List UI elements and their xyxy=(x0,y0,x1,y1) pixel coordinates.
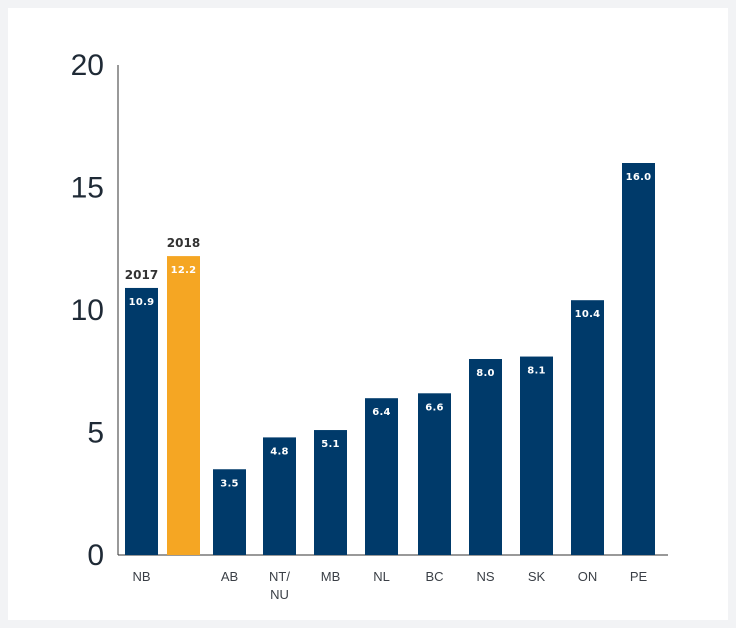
bar-value-label: 12.2 xyxy=(171,265,197,276)
bar xyxy=(418,393,451,555)
y-axis: 0 5 10 15 20 xyxy=(71,49,668,572)
y-tick-label: 5 xyxy=(87,417,104,450)
x-tick-label: ON xyxy=(578,569,598,584)
bar-value-label: 10.9 xyxy=(129,297,155,308)
bar xyxy=(469,359,502,555)
bar-value-label: 10.4 xyxy=(575,309,601,320)
bar-year-label: 2018 xyxy=(167,236,200,250)
chart-card: 0 5 10 15 20 10.9 2017 12.2 2018 3.5 4.8 5.1 6.4 6.6… xyxy=(8,8,728,620)
bar xyxy=(622,163,655,555)
x-tick-label: NT/NU xyxy=(269,569,290,602)
bars: 10.9 2017 12.2 2018 3.5 4.8 5.1 6.4 6.6 8.0 8.1 10.… xyxy=(125,163,655,555)
bar-value-label: 8.0 xyxy=(476,368,495,379)
bar-chart: 0 5 10 15 20 10.9 2017 12.2 2018 3.5 4.8 5.1 6.4 6.6… xyxy=(71,49,668,602)
x-tick-label: BC xyxy=(425,569,443,584)
x-tick-label: NB xyxy=(132,569,150,584)
bar xyxy=(520,356,553,555)
bar-value-label: 8.1 xyxy=(527,366,546,377)
x-tick-label: PE xyxy=(630,569,648,584)
bar xyxy=(167,256,200,555)
bar-value-label: 5.1 xyxy=(321,439,340,450)
bar-value-label: 16.0 xyxy=(626,172,652,183)
x-tick-label: NS xyxy=(476,569,494,584)
y-tick-label: 15 xyxy=(71,172,104,205)
bar xyxy=(213,469,246,555)
x-tick-label: SK xyxy=(528,569,546,584)
bar-value-label: 6.4 xyxy=(372,407,391,418)
bar-value-label: 6.6 xyxy=(425,402,444,413)
y-tick-label: 10 xyxy=(71,294,104,327)
bar xyxy=(263,437,296,555)
bar-year-label: 2017 xyxy=(125,268,158,282)
bar-value-label: 3.5 xyxy=(220,478,239,489)
bar xyxy=(365,398,398,555)
x-tick-label: MB xyxy=(321,569,341,584)
x-tick-label: NL xyxy=(373,569,390,584)
bar xyxy=(314,430,347,555)
x-tick-label: AB xyxy=(221,569,238,584)
bar xyxy=(125,287,158,555)
bar-value-label: 4.8 xyxy=(270,446,289,457)
y-tick-label: 0 xyxy=(87,539,104,572)
bar xyxy=(571,300,604,555)
x-axis: NB AB NT/NU MB NL BC NS SK ON PE xyxy=(132,569,647,602)
y-tick-label: 20 xyxy=(71,49,104,82)
